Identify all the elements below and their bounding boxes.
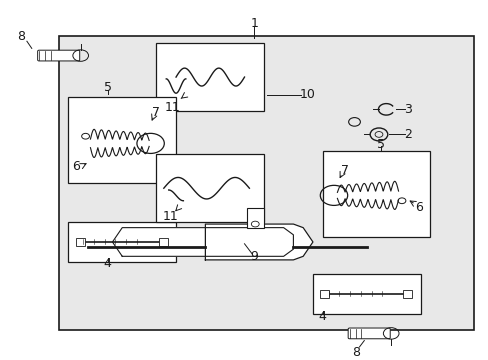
Bar bbox=[59, 36, 473, 330]
Text: 7: 7 bbox=[340, 164, 348, 177]
Bar bbox=[312, 274, 420, 314]
Text: 4: 4 bbox=[103, 257, 111, 270]
Text: 8: 8 bbox=[17, 31, 25, 44]
Text: 2: 2 bbox=[404, 128, 411, 141]
Bar bbox=[322, 150, 429, 237]
Text: 4: 4 bbox=[318, 310, 326, 323]
Bar bbox=[68, 222, 176, 262]
Text: 1: 1 bbox=[250, 17, 258, 30]
Polygon shape bbox=[205, 224, 312, 260]
Text: 5: 5 bbox=[377, 138, 385, 150]
Text: 8: 8 bbox=[351, 346, 359, 359]
FancyBboxPatch shape bbox=[347, 328, 389, 339]
Bar bbox=[156, 154, 264, 222]
Bar bbox=[246, 208, 264, 228]
Text: 11: 11 bbox=[164, 101, 180, 114]
Text: 10: 10 bbox=[300, 89, 315, 102]
Text: 5: 5 bbox=[103, 81, 111, 94]
Bar bbox=[320, 291, 328, 298]
Bar bbox=[68, 97, 176, 183]
Bar bbox=[76, 238, 84, 246]
Bar bbox=[159, 238, 167, 246]
Bar bbox=[403, 291, 411, 298]
Text: 9: 9 bbox=[250, 250, 258, 263]
Text: 6: 6 bbox=[414, 201, 422, 214]
Text: 11: 11 bbox=[162, 210, 178, 224]
Bar bbox=[156, 43, 264, 111]
Text: 7: 7 bbox=[152, 107, 160, 120]
FancyBboxPatch shape bbox=[38, 50, 80, 61]
Polygon shape bbox=[112, 228, 293, 256]
Text: 6: 6 bbox=[72, 160, 80, 173]
Text: 3: 3 bbox=[404, 103, 411, 116]
